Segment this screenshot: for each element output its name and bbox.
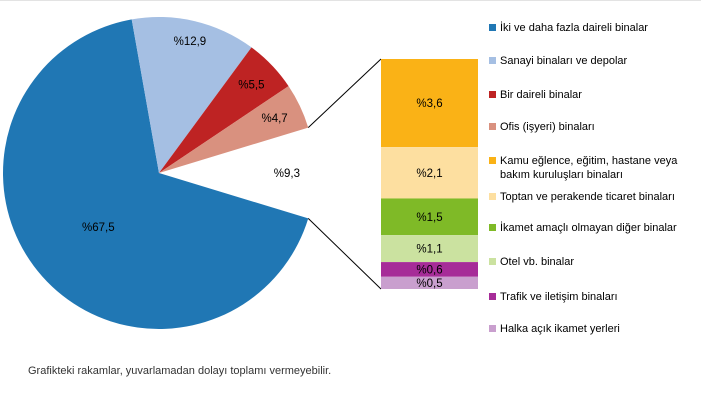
legend-label-9: Halka açık ikamet yerleri (500, 323, 620, 335)
legend-item-4: Kamu eğlence, eğitim, hastane veya bakım… (489, 154, 696, 182)
chart-footnote: Grafikteki rakamlar, yuvarlamadan dolayı… (28, 365, 332, 377)
legend-label-0: İki ve daha fazla daireli binalar (500, 22, 648, 34)
legend-swatch-0 (489, 24, 496, 31)
pie-label-1: %12,9 (174, 36, 207, 48)
bar-label-5: %0,5 (416, 278, 442, 290)
bar-label-4: %0,6 (416, 264, 442, 276)
legend-swatch-9 (489, 325, 496, 332)
legend-label-4: Kamu eğlence, eğitim, hastane veya bakım… (500, 155, 678, 181)
legend-item-7: Otel vb. binalar (489, 255, 696, 269)
connector-line-bottom (307, 218, 382, 290)
pie-slice-2 (159, 47, 289, 174)
bar-label-0: %3,6 (416, 98, 442, 110)
legend-swatch-5 (489, 193, 496, 200)
legend-swatch-1 (489, 57, 496, 64)
pie-label-2: %5,5 (238, 80, 264, 92)
legend-label-6: İkamet amaçlı olmayan diğer binalar (500, 222, 677, 234)
legend-label-5: Toptan ve perakende ticaret binaları (500, 191, 675, 203)
pie-label-3: %4,7 (261, 113, 287, 125)
pie-label-0: %67,5 (82, 222, 115, 234)
legend-label-3: Ofis (işyeri) binaları (500, 121, 595, 133)
legend-item-6: İkamet amaçlı olmayan diğer binalar (489, 221, 696, 235)
bar-segment-5 (381, 276, 478, 289)
legend-swatch-8 (489, 293, 496, 300)
bar-segment-4 (381, 262, 478, 277)
legend-item-9: Halka açık ikamet yerleri (489, 322, 696, 336)
pie-slice-3 (159, 86, 309, 173)
legend-swatch-7 (489, 258, 496, 265)
legend-swatch-3 (489, 123, 496, 130)
pie-slice-0 (3, 19, 309, 330)
legend-label-7: Otel vb. binalar (500, 256, 574, 268)
legend-item-0: İki ve daha fazla daireli binalar (489, 21, 696, 35)
legend-label-1: Sanayi binaları ve depolar (500, 55, 628, 67)
legend-label-8: Trafik ve iletişim binaları (500, 291, 618, 303)
bar-label-1: %2,1 (416, 168, 442, 180)
bar-label-3: %1,1 (416, 244, 442, 256)
bar-label-2: %1,5 (416, 212, 442, 224)
legend-swatch-4 (489, 157, 496, 164)
bar-segment-1 (381, 147, 478, 199)
legend-item-3: Ofis (işyeri) binaları (489, 120, 696, 134)
pie-other-label: %9,3 (274, 168, 300, 180)
bar-segment-3 (381, 235, 478, 263)
pie-slice-1 (131, 17, 252, 174)
legend-item-5: Toptan ve perakende ticaret binaları (489, 190, 696, 204)
top-divider (0, 0, 701, 1)
legend-label-2: Bir daireli binalar (500, 89, 582, 101)
connector-line-top (307, 58, 382, 128)
legend-swatch-6 (489, 224, 496, 231)
bar-segment-0 (381, 59, 478, 148)
legend-item-8: Trafik ve iletişim binaları (489, 290, 696, 304)
legend-item-2: Bir daireli binalar (489, 88, 696, 102)
legend-item-1: Sanayi binaları ve depolar (489, 54, 696, 68)
legend-swatch-2 (489, 91, 496, 98)
bar-segment-2 (381, 198, 478, 236)
